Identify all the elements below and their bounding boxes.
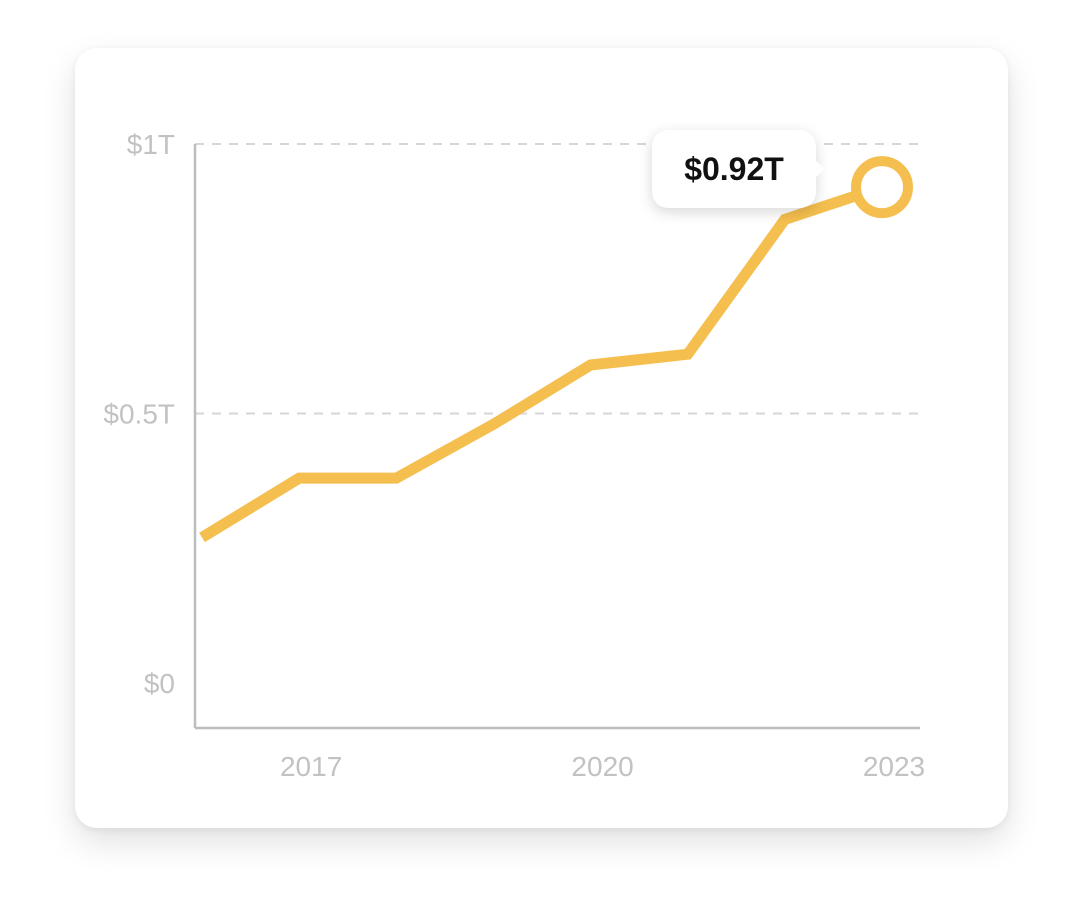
grid-lines [195,143,920,415]
axes [193,144,920,730]
highlight-point [851,156,913,219]
x-tick-labels: 2017 2020 2023 [280,751,925,782]
y-tick-label: $0.5T [103,399,175,430]
x-tick-label: 2023 [863,751,925,782]
series-line [199,181,884,543]
value-tooltip: $0.92T [652,130,825,208]
x-tick-label: 2020 [571,751,633,782]
series-group [199,156,913,543]
tooltip-value: $0.92T [684,150,784,187]
y-tick-labels: $0 $0.5T $1T [103,129,175,699]
y-tick-label: $1T [127,129,175,160]
x-tick-label: 2017 [280,751,342,782]
y-tick-label: $0 [144,668,175,699]
